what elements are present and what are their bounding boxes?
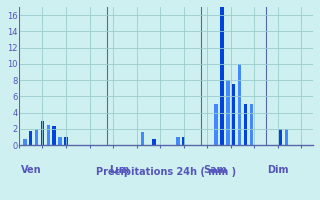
Bar: [29, 131, 33, 145]
Bar: [47, 125, 50, 145]
Text: Lun: Lun: [109, 165, 129, 175]
Bar: [141, 132, 144, 145]
Bar: [238, 64, 241, 145]
Bar: [220, 7, 224, 145]
Bar: [214, 104, 218, 145]
Bar: [285, 129, 288, 145]
Text: Sam: Sam: [203, 165, 227, 175]
Bar: [176, 137, 180, 145]
Bar: [23, 139, 27, 145]
Bar: [182, 137, 185, 145]
Bar: [250, 104, 253, 145]
Text: Ven: Ven: [20, 165, 41, 175]
X-axis label: Précipitations 24h ( mm ): Précipitations 24h ( mm ): [96, 167, 236, 177]
Bar: [64, 137, 68, 145]
Bar: [226, 80, 229, 145]
Bar: [58, 137, 62, 145]
Bar: [35, 129, 38, 145]
Bar: [232, 84, 236, 145]
Bar: [279, 129, 283, 145]
Text: Dim: Dim: [268, 165, 289, 175]
Bar: [244, 104, 247, 145]
Bar: [52, 126, 56, 145]
Bar: [152, 139, 156, 145]
Bar: [41, 121, 44, 145]
